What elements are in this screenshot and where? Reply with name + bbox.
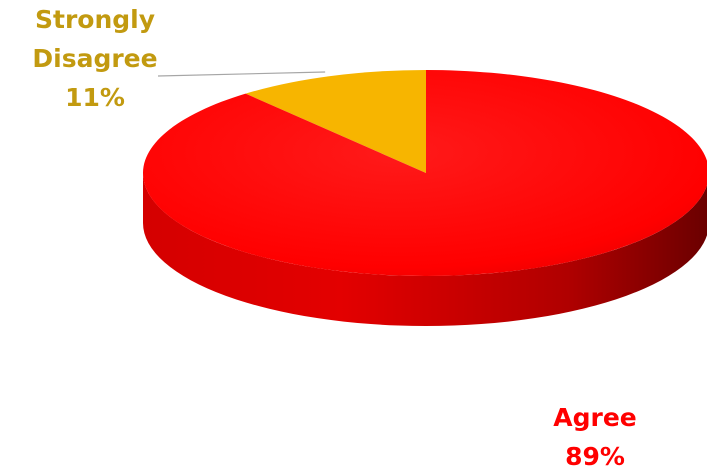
slice-label-strongly-disagree-line2: Disagree	[32, 44, 158, 73]
slice-value-strongly-disagree: 11%	[65, 83, 125, 112]
slice-label-strongly-disagree: Strongly Disagree 11%	[20, 0, 170, 117]
slice-value-agree: 89%	[565, 442, 625, 471]
leader-line-strongly-disagree	[157, 71, 326, 77]
slice-label-strongly-disagree-line1: Strongly	[34, 5, 156, 34]
slice-label-agree-line1: Agree	[553, 403, 637, 432]
pie-slice-strongly-disagree	[245, 70, 426, 173]
slice-label-agree: Agree 89%	[540, 398, 650, 474]
pie-slice-agree	[143, 70, 707, 276]
pie-side-wall	[143, 173, 707, 326]
